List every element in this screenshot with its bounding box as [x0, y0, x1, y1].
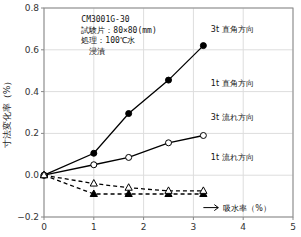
grid-line-x	[193, 8, 194, 217]
y-tick-label: 0.2	[25, 128, 39, 138]
grid	[44, 8, 293, 217]
y-tick-label: 0.8	[25, 3, 40, 13]
series-annotation: 1t 流れ方向	[211, 153, 254, 162]
series-point	[126, 154, 132, 160]
series-group	[40, 43, 207, 197]
title-line: CM3001G-30	[81, 15, 129, 24]
plot-frame	[44, 8, 293, 217]
x-tick-label: 2	[141, 222, 147, 232]
chart: 0 1 2 3 4 5 −0.2 0.0 0.2 0.4 0.6 0.8 寸法変化率（%） 3t 直角方向…	[0, 0, 301, 237]
series-point	[91, 150, 97, 156]
series-point	[200, 187, 207, 194]
y-tick-label: 0.6	[25, 45, 40, 55]
series-annotation: 3t 流れ方向	[211, 113, 254, 122]
direction-arrow	[203, 205, 218, 211]
series-point	[41, 172, 47, 178]
series-point	[166, 140, 172, 146]
series-line	[44, 175, 203, 194]
series-annotation: 1t 直角方向	[211, 79, 254, 88]
annotations: 3t 直角方向 1t 直角方向 3t 流れ方向 1t 流れ方向吸水率（%）	[203, 25, 271, 213]
x-tick	[193, 217, 194, 220]
grid-line-y	[44, 175, 293, 176]
y-tick	[41, 133, 44, 134]
series-point	[91, 162, 97, 168]
x-tick-label: 3	[191, 222, 197, 232]
y-tick-label: −0.2	[17, 212, 39, 222]
title-line: 試験片：80×80(mm)	[81, 26, 156, 35]
grid-line-y	[44, 133, 293, 134]
y-tick	[41, 8, 44, 9]
y-tick-label: 0.0	[25, 170, 40, 180]
series-point	[90, 180, 97, 187]
x-tick	[143, 217, 144, 220]
series-point	[90, 190, 97, 197]
series-point	[125, 190, 132, 197]
axes: 0 1 2 3 4 5 −0.2 0.0 0.2 0.4 0.6 0.8	[17, 3, 296, 232]
x-tick-label: 4	[240, 222, 246, 232]
series-point	[200, 132, 206, 138]
x-tick	[293, 217, 294, 220]
x-tick-label: 1	[91, 222, 97, 232]
title: CM3001G-30 試験片：80×80(mm)処理：100℃水 浸漬	[81, 15, 156, 56]
series-annotation: 3t 直角方向	[211, 25, 254, 34]
arrow-head	[214, 205, 218, 211]
arrow-shaft	[203, 207, 218, 208]
series-line	[44, 46, 203, 176]
grid-line-y	[44, 91, 293, 92]
y-tick-label: 0.4	[25, 87, 40, 97]
series-point	[126, 111, 132, 117]
x-tick	[243, 217, 244, 220]
x-tick-label: 0	[41, 222, 47, 232]
y-tick	[41, 49, 44, 50]
series-line	[44, 175, 203, 191]
y-tick	[41, 91, 44, 92]
series-point	[165, 187, 172, 194]
series-point	[40, 171, 47, 178]
axis-direction-label: 吸水率（%）	[223, 204, 271, 213]
series-point	[166, 77, 172, 83]
series-point	[41, 172, 47, 178]
grid-line-x	[143, 8, 144, 217]
y-axis-label: 寸法変化率（%）	[2, 77, 12, 149]
x-tick-label: 5	[290, 222, 296, 232]
series-point	[40, 171, 47, 178]
series-point	[125, 184, 132, 191]
series-line	[44, 135, 203, 175]
title-line: 処理：100℃水	[81, 36, 134, 45]
series-point	[200, 43, 206, 49]
y-tick	[41, 217, 44, 218]
title-line: 浸漬	[81, 47, 105, 56]
x-tick	[93, 217, 94, 220]
